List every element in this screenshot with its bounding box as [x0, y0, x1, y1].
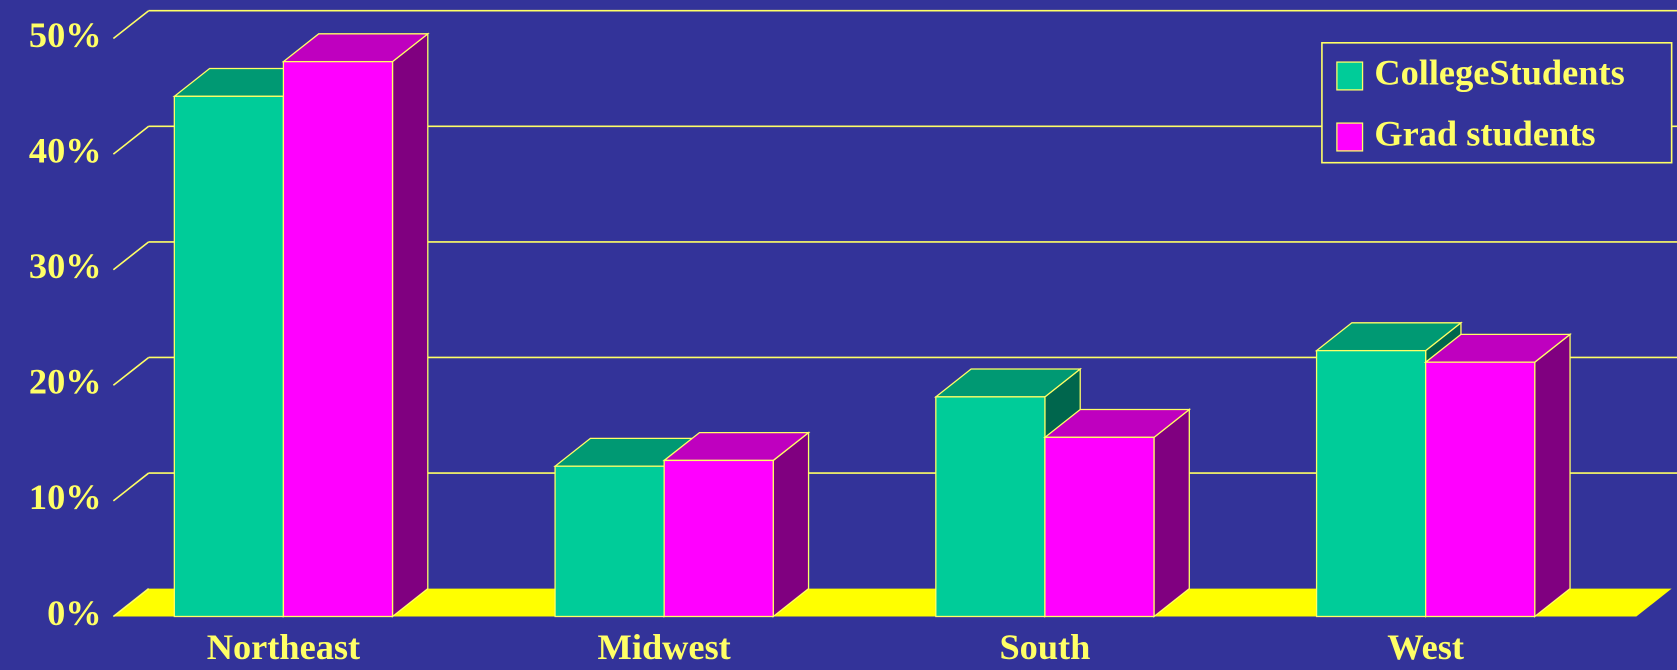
legend-swatch — [1336, 122, 1364, 152]
y-tick-label: 10% — [29, 477, 102, 517]
floor — [113, 588, 1672, 617]
bar — [935, 396, 1046, 618]
bar — [1425, 361, 1536, 618]
tick-diagonal — [112, 10, 150, 40]
y-tick-label: 20% — [29, 362, 102, 402]
y-tick-label: 50% — [29, 15, 102, 55]
x-tick-label: South — [999, 627, 1090, 667]
tick-diagonal — [112, 125, 150, 155]
tick-diagonal — [112, 241, 150, 271]
x-tick-label: Northeast — [207, 627, 360, 667]
tick-diagonal — [112, 588, 150, 618]
bar-side — [772, 431, 810, 618]
legend-box — [1321, 42, 1673, 164]
bar-side — [1153, 408, 1190, 618]
bar — [1044, 436, 1155, 618]
y-tick-label: 0% — [47, 593, 102, 633]
x-tick-label: West — [1387, 627, 1464, 667]
x-tick-label: Midwest — [598, 627, 731, 667]
bar — [1315, 349, 1427, 618]
legend-swatch — [1336, 61, 1364, 91]
bar — [282, 61, 394, 618]
bar-side — [1534, 333, 1571, 618]
legend-label: CollegeStudents — [1374, 52, 1624, 92]
y-tick-label: 40% — [29, 130, 102, 170]
bar — [173, 95, 285, 618]
bar — [663, 459, 774, 618]
y-tick-label: 30% — [29, 246, 102, 286]
legend-label: Grad students — [1374, 113, 1595, 153]
tick-diagonal — [112, 472, 150, 502]
bar-side — [391, 32, 429, 618]
tick-diagonal — [112, 356, 150, 386]
bar — [554, 465, 665, 618]
